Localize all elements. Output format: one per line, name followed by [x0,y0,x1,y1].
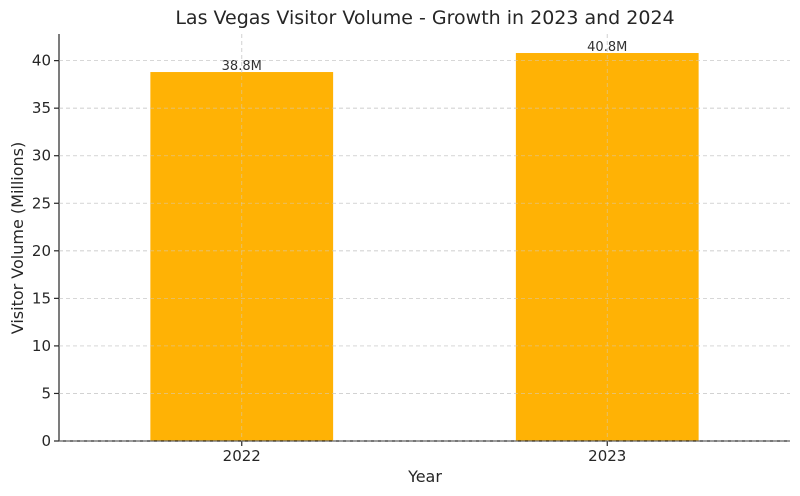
y-tick-label: 10 [32,337,51,355]
y-axis-label: Visitor Volume (Millions) [8,142,27,334]
x-tick-label-2023: 2023 [588,447,626,465]
y-tick-label: 0 [41,432,51,450]
bars [150,53,699,442]
y-tick-label: 5 [41,384,51,402]
data-label-2023: 40.8M [587,40,627,55]
labels: 0 5 10 15 20 25 30 35 40 38.8M 40.8M 2022 2023 [32,34,790,465]
y-tick-label: 15 [32,289,51,307]
chart-title: Las Vegas Visitor Volume - Growth in 202… [175,7,674,29]
y-tick-label: 30 [32,147,51,165]
y-tick-label: 40 [32,52,51,70]
y-tick-label: 20 [32,242,51,260]
y-tick-label: 35 [32,99,51,117]
x-axis-label: Year [407,467,442,486]
x-tick-label-2022: 2022 [223,447,261,465]
data-label-2022: 38.8M [222,59,262,74]
y-tick-label: 25 [32,194,51,212]
